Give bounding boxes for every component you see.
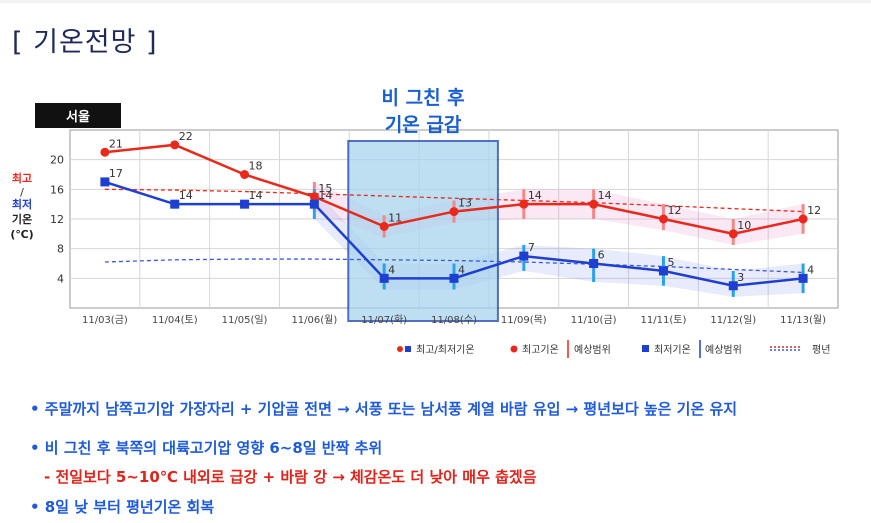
legend-max-marker: [510, 345, 518, 353]
legend-label-max: 최고기온: [522, 344, 559, 356]
min-point: [658, 266, 668, 276]
legend-label-min-range: 예상범위: [705, 343, 742, 356]
max-point: [170, 140, 180, 150]
y-tick-label: 20: [50, 154, 64, 167]
y-tick-label: 12: [50, 213, 64, 226]
max-point: [589, 199, 599, 209]
legend-label-normal: 평년: [812, 344, 830, 356]
min-point: [589, 259, 599, 268]
x-tick-label: 11/12(일): [710, 314, 756, 326]
max-data-label: 11: [388, 211, 402, 224]
max-data-label: 15: [318, 182, 332, 195]
note-2: • 비 그친 후 북쪽의 대륙고기압 영향 6~8일 반짝 추위: [30, 439, 383, 457]
min-point: [170, 199, 180, 209]
min-data-label: 14: [318, 189, 332, 202]
ylabel-main: 기온: [12, 212, 32, 226]
region-label-box: [35, 103, 121, 128]
normal-max-line: [104, 188, 804, 213]
max-data-label: 12: [667, 204, 681, 217]
x-tick-label: 11/04(토): [152, 315, 198, 326]
max-point: [240, 170, 250, 179]
ylabel-unit: (℃): [10, 228, 33, 241]
min-data-label: 4: [388, 263, 395, 276]
y-tick-label: 8: [57, 243, 64, 256]
min-point: [309, 199, 319, 209]
max-data-label: 12: [807, 204, 821, 217]
min-point: [100, 177, 110, 187]
legend-min-square: [405, 346, 411, 352]
x-tick-label: 11/11(토): [641, 315, 687, 326]
region-label: 서울: [66, 109, 90, 125]
x-tick-label: 11/08(수): [431, 314, 477, 326]
min-data-label: 14: [179, 189, 193, 202]
max-data-label: 10: [737, 219, 751, 232]
max-point: [100, 147, 110, 157]
note-3: - 전일보다 5~10℃ 내외로 급강 + 바람 강 → 체감온도 더 낮아 매…: [44, 468, 537, 486]
note-1: • 주말까지 남쪽고기압 가장자리 + 기압골 전면 → 서풍 또는 남서풍 계…: [30, 400, 738, 418]
ylabel-min: 최저: [12, 197, 32, 211]
annotation-line1: 비 그친 후: [382, 87, 465, 109]
min-data-label: 7: [528, 241, 535, 254]
min-data-label: 3: [737, 271, 744, 284]
min-point: [728, 281, 738, 291]
note-4: • 8일 낮 부터 평년기온 회복: [30, 498, 215, 516]
min-data-label: 4: [807, 263, 814, 276]
min-point: [449, 273, 459, 283]
ylabel-max: 최고: [12, 171, 32, 185]
max-data-label: 21: [109, 137, 123, 150]
annotation-line2: 기온 급감: [385, 114, 462, 136]
min-point: [240, 199, 250, 209]
max-point: [309, 192, 319, 202]
y-tick-label: 16: [50, 183, 64, 196]
min-data-label: 17: [109, 167, 123, 180]
highlight-box: [347, 140, 499, 322]
max-point: [449, 207, 459, 217]
max-point: [519, 199, 529, 209]
max-point: [798, 214, 808, 224]
max-range-band: [314, 181, 804, 245]
page-title: [ 기온전망 ]: [12, 27, 158, 58]
max-point: [728, 229, 738, 239]
legend-label-maxmin: 최고/최저기온: [416, 344, 475, 356]
normal-min-line: [104, 258, 804, 274]
x-tick-label: 11/10(금): [571, 314, 617, 326]
temperature-chart: 4 8 12 16 20 서울 최고 / 최저 기온 (℃) 비 그친 후 기온 급감 21 22 18 15 1…: [10, 87, 839, 358]
ylabel-sep: /: [20, 186, 24, 199]
min-point: [519, 251, 529, 261]
max-point: [379, 221, 389, 231]
x-tick-label: 11/05(일): [222, 314, 268, 326]
min-data-label: 6: [598, 249, 605, 262]
max-data-label: 22: [179, 130, 193, 143]
max-data-label: 18: [249, 160, 263, 173]
min-point: [798, 273, 808, 283]
max-data-label: 14: [598, 189, 612, 202]
x-tick-label: 11/06(월): [291, 314, 337, 326]
min-data-label: 4: [458, 263, 465, 276]
legend-label-max-range: 예상범위: [574, 343, 611, 356]
min-data-label: 14: [249, 189, 263, 202]
min-data-label: 5: [667, 256, 674, 269]
x-tick-label: 11/09(목): [501, 314, 547, 326]
x-tick-label: 11/07(화): [361, 314, 407, 326]
max-data-label: 14: [528, 189, 542, 202]
y-tick-label: 4: [57, 272, 64, 285]
max-point: [658, 214, 668, 224]
x-tick-label: 11/03(금): [82, 314, 128, 326]
max-data-label: 13: [458, 197, 472, 210]
legend-min-marker: [642, 345, 649, 352]
x-tick-label: 11/13(월): [780, 314, 826, 326]
top-strip: [0, 0, 871, 3]
legend-max-dot: [397, 346, 403, 352]
legend-label-min: 최저기온: [654, 344, 691, 356]
min-point: [379, 273, 389, 283]
